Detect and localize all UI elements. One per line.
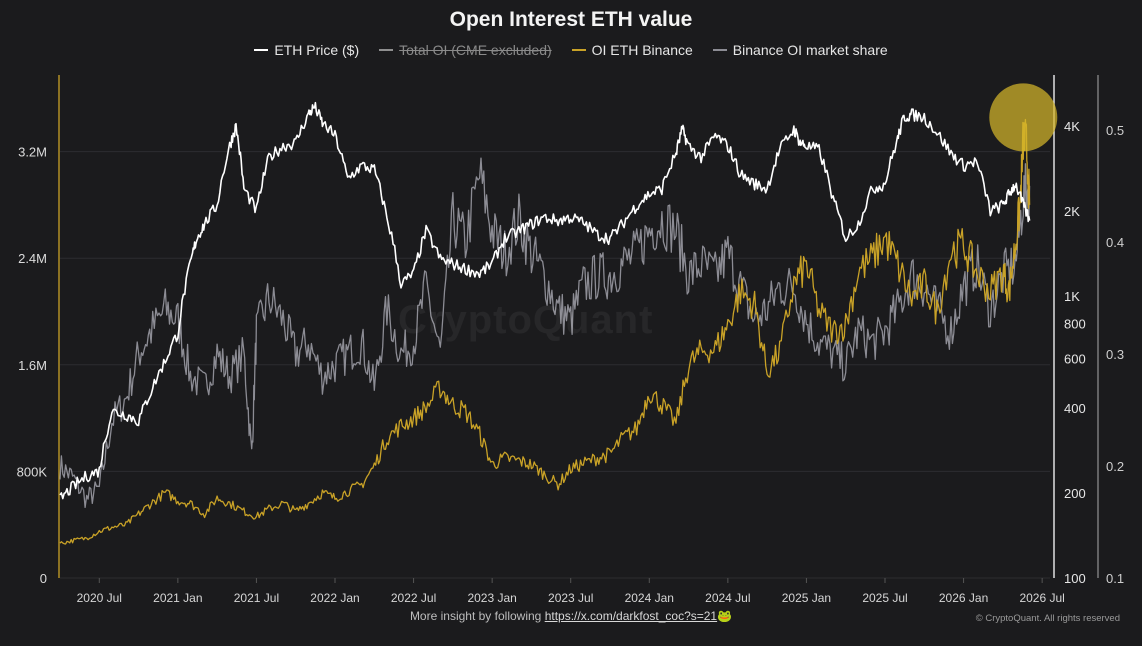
highlight-circle — [989, 83, 1058, 152]
y-price-tick-label: 4K — [1064, 119, 1080, 134]
y-share-tick-label: 0.3 — [1106, 347, 1124, 362]
y-share-tick-label: 0.1 — [1106, 571, 1124, 586]
x-tick-label: 2021 Jan — [153, 591, 202, 605]
y-price-tick-label: 200 — [1064, 486, 1086, 501]
footer-link[interactable]: https://x.com/darkfost_coc?s=21 — [544, 609, 718, 623]
y-share-tick-label: 0.4 — [1106, 235, 1124, 250]
series-line-binance-share — [59, 157, 1031, 509]
footer: More insight by following https://x.com/… — [0, 609, 1142, 623]
legend-swatch-oi-binance — [571, 49, 586, 51]
x-tick-label: 2020 Jul — [77, 591, 122, 605]
legend: ETH Price ($) Total OI (CME excluded) OI… — [0, 42, 1142, 58]
legend-swatch-eth-price — [254, 49, 269, 51]
legend-swatch-total-oi — [379, 49, 394, 51]
series-line-eth-price — [59, 101, 1031, 500]
legend-item-eth-price[interactable]: ETH Price ($) — [254, 42, 359, 58]
x-tick-label: 2021 Jul — [234, 591, 279, 605]
y-share-tick-label: 0.5 — [1106, 123, 1124, 138]
x-tick-label: 2025 Jul — [862, 591, 907, 605]
y-left-tick-label: 1.6M — [18, 358, 47, 373]
y-price-tick-label: 400 — [1064, 401, 1086, 416]
legend-label: OI ETH Binance — [591, 42, 693, 58]
x-tick-label: 2022 Jul — [391, 591, 436, 605]
x-tick-label: 2023 Jan — [467, 591, 516, 605]
x-tick-label: 2026 Jul — [1019, 591, 1064, 605]
x-tick-label: 2023 Jul — [548, 591, 593, 605]
x-tick-label: 2022 Jan — [310, 591, 359, 605]
x-tick-label: 2026 Jan — [939, 591, 988, 605]
legend-item-total-oi[interactable]: Total OI (CME excluded) — [379, 42, 552, 58]
y-left-tick-label: 2.4M — [18, 251, 47, 266]
y-share-tick-label: 0.2 — [1106, 459, 1124, 474]
copyright: © CryptoQuant. All rights reserved — [975, 613, 1120, 624]
legend-label: Total OI (CME excluded) — [399, 42, 552, 58]
y-left-tick-label: 3.2M — [18, 145, 47, 160]
y-left-tick-label: 800K — [17, 464, 48, 479]
x-tick-label: 2024 Jan — [625, 591, 674, 605]
y-left-tick-label: 0 — [40, 571, 47, 586]
footer-text: More insight by following — [409, 609, 542, 623]
y-price-tick-label: 1K — [1064, 289, 1080, 304]
legend-label: ETH Price ($) — [274, 42, 360, 58]
y-price-tick-label: 100 — [1064, 571, 1086, 586]
y-price-tick-label: 2K — [1064, 204, 1080, 219]
x-tick-label: 2024 Jul — [705, 591, 750, 605]
y-price-tick-label: 600 — [1064, 352, 1086, 367]
y-price-tick-label: 800 — [1064, 316, 1086, 331]
legend-swatch-binance-share — [712, 49, 727, 51]
watermark: CryptoQuant — [398, 298, 654, 342]
legend-label: Binance OI market share — [732, 42, 888, 58]
legend-item-binance-share[interactable]: Binance OI market share — [712, 42, 888, 58]
legend-item-oi-binance[interactable]: OI ETH Binance — [571, 42, 693, 58]
chart-title: Open Interest ETH value — [449, 8, 693, 31]
x-tick-label: 2025 Jan — [782, 591, 831, 605]
series-line-oi-binance — [59, 118, 1031, 545]
frog-icon: 🐸 — [717, 609, 733, 623]
